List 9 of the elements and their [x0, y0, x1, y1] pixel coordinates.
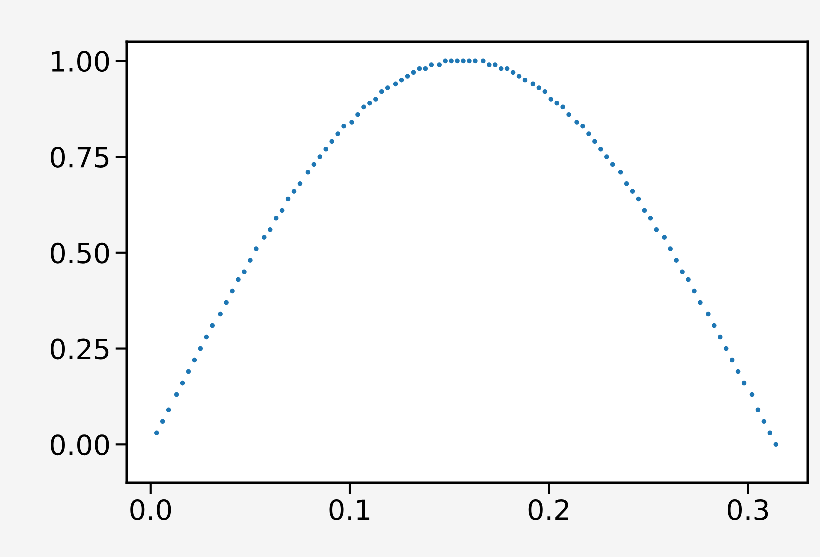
y-tick-label: 1.00 [52, 51, 110, 72]
x-tick-label: 0.1 [330, 499, 370, 520]
x-tick-label: 0.3 [728, 499, 768, 520]
y-tick-label: 0.75 [51, 146, 109, 168]
y-tick-label: 0.25 [51, 338, 109, 360]
y-tick-label: 0.50 [51, 242, 110, 264]
y-tick-label: 0.00 [51, 434, 110, 456]
x-tick-label: 0.0 [130, 499, 172, 520]
x-tick-label: 0.2 [528, 499, 568, 520]
